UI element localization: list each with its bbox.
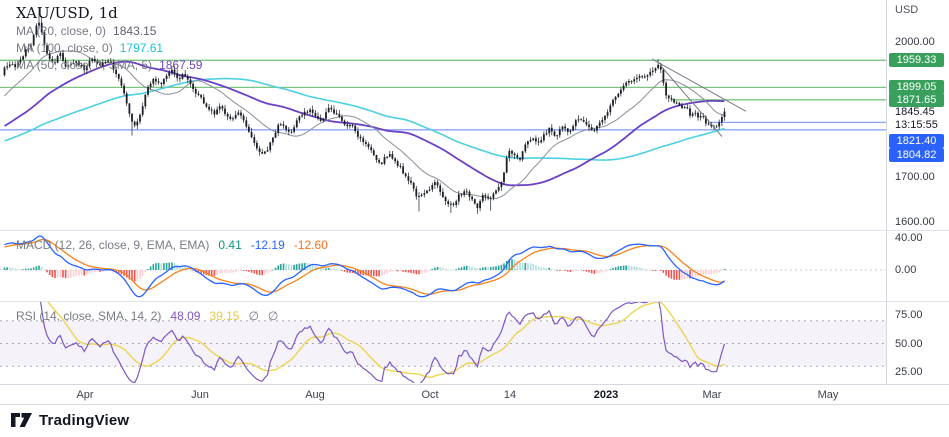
macd-legend-label: MACD (12, 26, close, 9, EMA, EMA) [16, 238, 210, 252]
time-tick-label: 2023 [593, 389, 619, 401]
time-tick-label: Oct [421, 389, 439, 401]
rsi-legend-label: RSI (14, close, SMA, 14, 2) [16, 309, 162, 323]
time-tick-label: Mar [702, 389, 722, 401]
macd-signal-line[interactable] [4, 238, 725, 295]
main-legend: XAU/USD, 1d MA (20, close, 0) 1843.15 MA (… [16, 4, 202, 74]
macd-legend[interactable]: MACD (12, 26, close, 9, EMA, EMA) 0.41 -12… [16, 238, 328, 252]
ma-legend-label: MA (50, close, 0, SMA, 5) [16, 58, 153, 72]
bar-countdown: 13:15:55 [895, 119, 938, 131]
price-axis-currency: USD [895, 4, 919, 16]
time-tick-label: Jun [191, 389, 209, 401]
indicator-value: -12.60 [293, 238, 328, 252]
price-tick-label: 75.00 [895, 309, 923, 321]
trendline[interactable] [651, 58, 747, 112]
rsi-pane[interactable] [0, 290, 886, 386]
ma-legend-value: 1867.59 [159, 58, 203, 72]
trendline[interactable] [659, 64, 723, 137]
time-tick-label: May [817, 389, 839, 401]
ma-legend-value: 1843.15 [113, 24, 157, 38]
indicator-value: 39.15 [209, 309, 240, 323]
brand-name[interactable]: TradingView [39, 411, 130, 429]
price-level-badge[interactable]: 1899.05 [889, 80, 944, 94]
price-tick-label: 50.00 [895, 338, 923, 350]
footer: TradingView [10, 409, 129, 431]
time-tick-label: Apr [76, 389, 94, 401]
price-level-badge[interactable]: 1959.33 [889, 53, 944, 67]
symbol-title[interactable]: XAU/USD, 1d [16, 4, 118, 22]
ma-legend-label: MA (100, close, 0) [16, 41, 113, 55]
time-tick-label: Aug [305, 389, 325, 401]
indicator-value: ∅ [248, 309, 259, 323]
indicator-value: ∅ [267, 309, 279, 323]
macd-pane[interactable] [0, 235, 886, 298]
price-tick-label: 1600.00 [895, 216, 935, 228]
price-level-badge[interactable]: 1821.40 [889, 134, 944, 148]
time-axis[interactable]: Apr Jun Aug Oct 14 2023 Mar May [0, 384, 949, 405]
rsi-line[interactable] [5, 290, 726, 386]
ma-legend-row[interactable]: MA (100, close, 0) 1797.61 [16, 40, 202, 57]
price-tick-label: 0.00 [895, 264, 917, 276]
ma-legend-label: MA (20, close, 0) [16, 24, 107, 38]
price-pane[interactable] [0, 7, 886, 214]
ma-legend-row[interactable]: MA (50, close, 0, SMA, 5) 1867.59 [16, 57, 202, 74]
price-level-badge[interactable]: 1804.82 [889, 148, 944, 162]
time-tick-label: 14 [503, 389, 517, 401]
price-level-badge[interactable]: 1871.65 [889, 93, 944, 107]
ma-legend-row[interactable]: MA (20, close, 0) 1843.15 [16, 23, 202, 40]
ma-legend-value: 1797.61 [119, 41, 164, 55]
ma100-line[interactable] [4, 77, 725, 161]
indicator-value: 0.41 [218, 238, 242, 252]
price-tick-label: 25.00 [895, 366, 923, 378]
current-price-label: 1845.45 [895, 106, 935, 118]
tradingview-logo-icon[interactable] [10, 410, 33, 430]
price-tick-label: 40.00 [895, 232, 923, 244]
rsi-legend[interactable]: RSI (14, close, SMA, 14, 2) 48.09 39.15 ∅ ∅ [16, 309, 278, 323]
ma20-line[interactable] [4, 50, 725, 200]
price-tick-label: 2000.00 [895, 36, 935, 48]
macd-line[interactable] [4, 235, 725, 298]
price-tick-label: 1700.00 [895, 171, 935, 183]
indicator-value: -12.19 [250, 238, 285, 252]
price-axis[interactable]: USD 1845.45 13:15:55 2000.00 1700.00 1600.… [886, 0, 949, 405]
ma-legend-rows: MA (20, close, 0) 1843.15 MA (100, close, … [16, 23, 202, 74]
ma50-line[interactable] [4, 60, 725, 187]
rsi-ma-line[interactable] [5, 292, 725, 379]
indicator-value: 48.09 [170, 309, 201, 323]
